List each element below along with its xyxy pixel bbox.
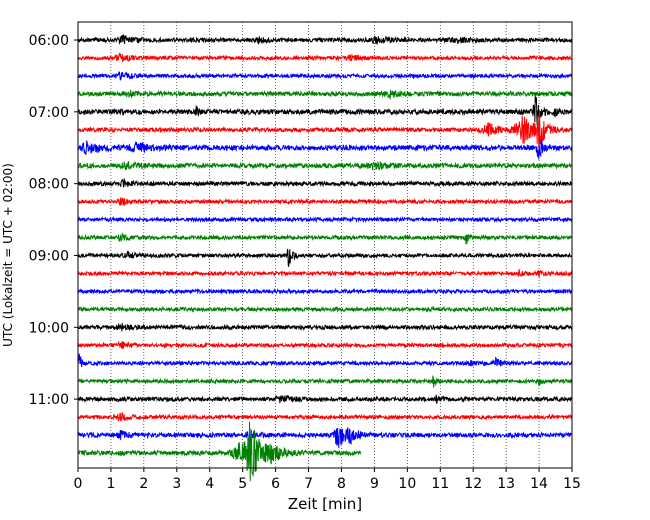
seismogram-trace [77, 421, 362, 482]
seismogram-traces [77, 33, 573, 482]
x-tick-label: 12 [464, 476, 482, 492]
seismogram-trace [77, 197, 573, 206]
x-gridlines [110, 22, 540, 468]
seismogram-trace [77, 89, 573, 101]
x-tick-label: 3 [172, 476, 181, 492]
x-tick-label: 9 [370, 476, 379, 492]
x-tick-label: 4 [205, 476, 214, 492]
seismogram-trace [77, 323, 573, 332]
x-tick-label: 2 [139, 476, 148, 492]
seismogram-trace [77, 411, 573, 422]
x-tick-label: 11 [431, 476, 449, 492]
x-tick-label: 7 [304, 476, 313, 492]
y-axis-ticks: 06:00 07:00 08:00 09:00 10:00 11:00 [29, 33, 78, 408]
seismogram-trace [77, 70, 573, 81]
y-tick-label: 06:00 [29, 33, 69, 49]
seismogram-trace [77, 215, 573, 224]
seismogram-trace [77, 427, 573, 448]
seismogram-trace [77, 341, 573, 350]
plot-frame [77, 21, 573, 469]
x-tick-label: 6 [271, 476, 280, 492]
x-tick-label: 0 [74, 476, 83, 492]
y-tick-label: 10:00 [29, 320, 69, 336]
seismogram-trace [77, 52, 573, 63]
x-axis-label: Zeit [min] [288, 495, 362, 513]
y-tick-label: 07:00 [29, 105, 69, 121]
y-tick-label: 08:00 [29, 177, 69, 193]
x-tick-label: 15 [563, 476, 581, 492]
x-tick-label: 5 [238, 476, 247, 492]
seismogram-trace [77, 139, 573, 160]
x-tick-label: 1 [106, 476, 115, 492]
seismogram-trace [77, 353, 573, 368]
seismogram-trace [77, 305, 573, 313]
seismogram-trace [77, 375, 573, 388]
y-axis-label: UTC (Lokalzeit = UTC + 02:00) [1, 163, 15, 347]
x-tick-label: 8 [337, 476, 346, 492]
x-axis-ticks: 0 1 2 3 4 5 6 7 8 9 10 11 12 13 14 15 [74, 468, 581, 492]
seismogram-trace [77, 394, 573, 404]
seismogram-trace [77, 287, 573, 296]
seismogram-trace [77, 269, 573, 278]
y-tick-label: 09:00 [29, 248, 69, 264]
x-tick-label: 14 [530, 476, 548, 492]
x-tick-label: 13 [497, 476, 515, 492]
x-tick-label: 10 [398, 476, 416, 492]
seismogram-trace [77, 33, 573, 46]
seismogram-trace [77, 94, 573, 127]
seismogram-trace [77, 111, 573, 153]
y-tick-label: 11:00 [29, 392, 69, 408]
seismogram-trace [77, 160, 573, 171]
seismogram-trace [77, 232, 573, 245]
seismogram-trace [77, 248, 573, 267]
seismogram-trace [77, 177, 573, 188]
